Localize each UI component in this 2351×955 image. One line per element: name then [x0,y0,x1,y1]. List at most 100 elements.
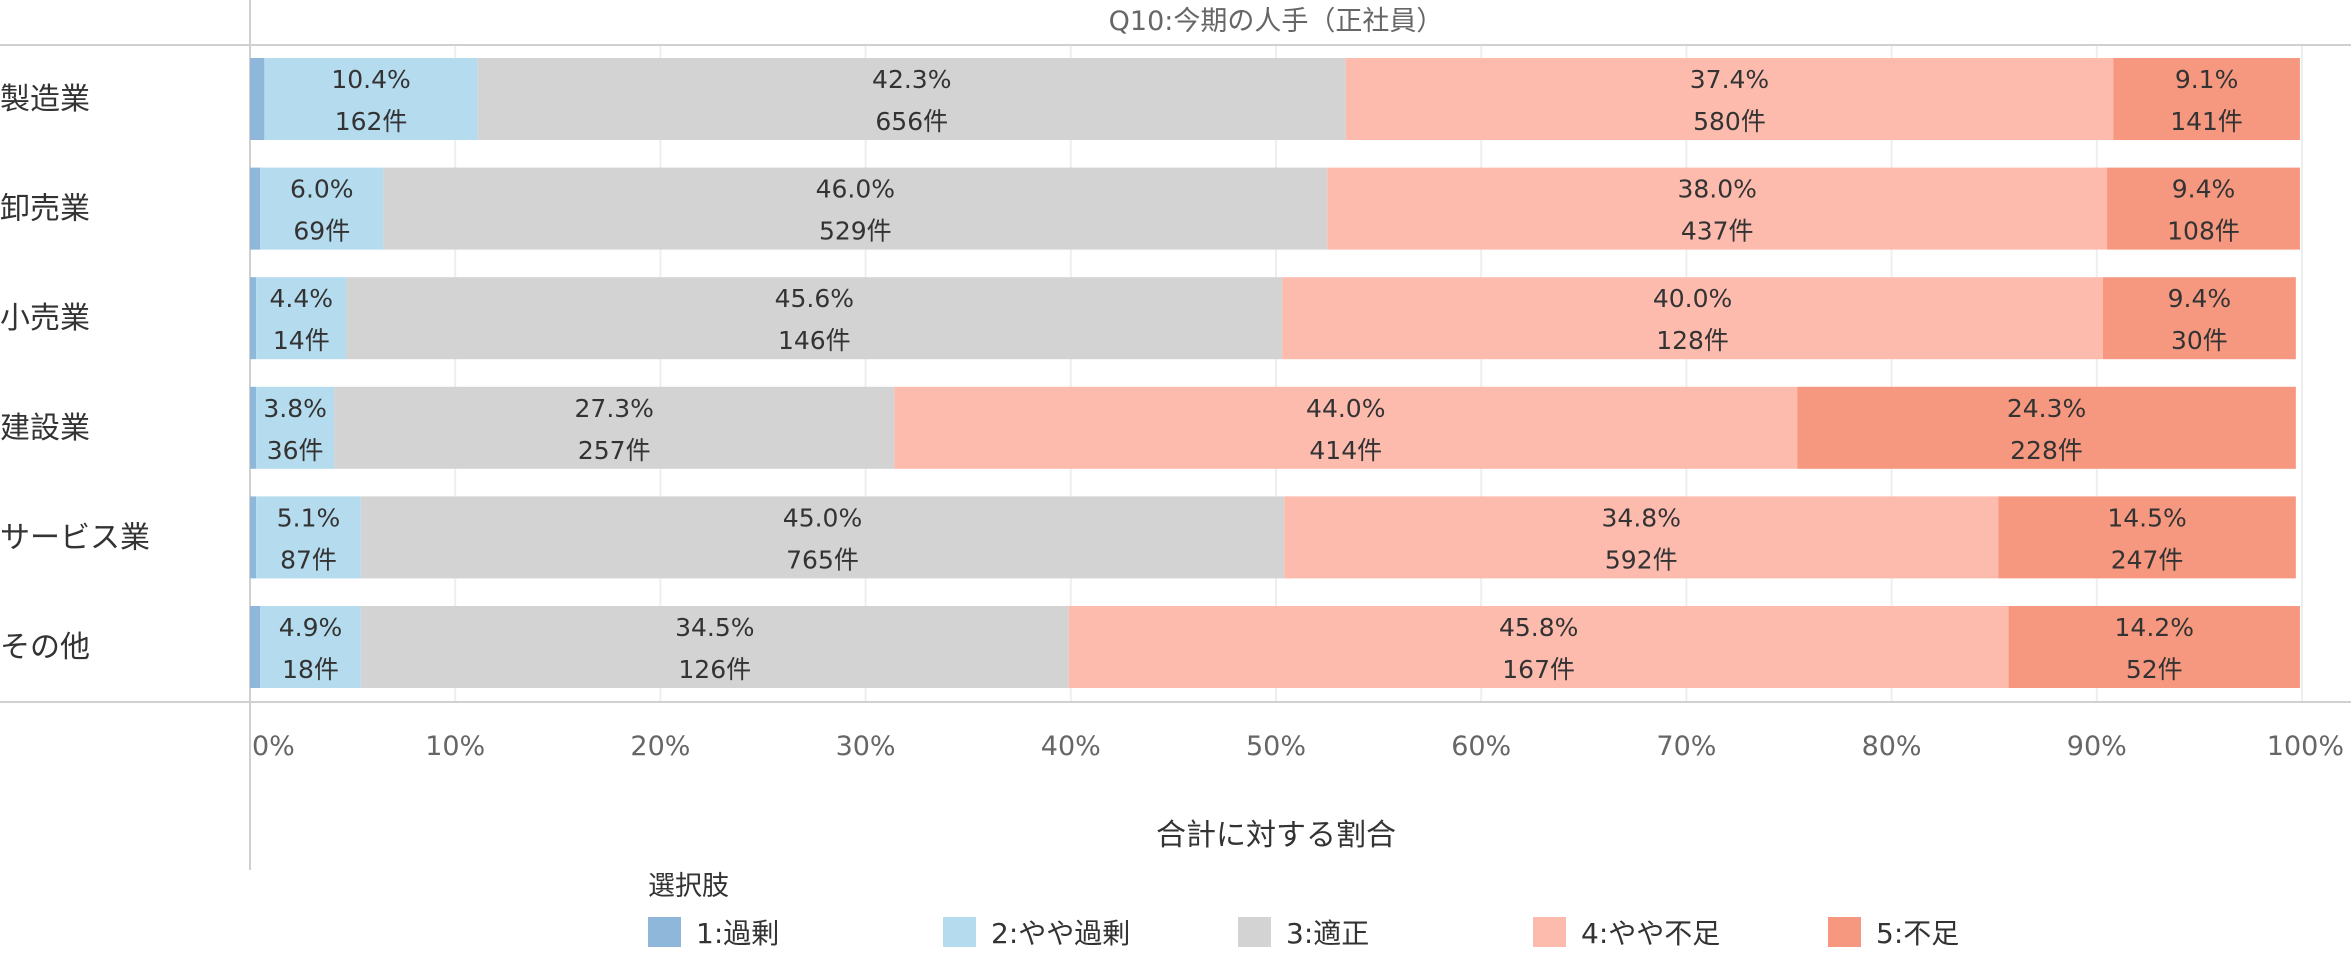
data-label-percent: 45.8% [1499,613,1578,642]
x-tick-label: 0% [252,731,295,762]
data-label-percent: 4.4% [270,284,334,313]
data-label-count: 228件 [2010,436,2083,465]
x-tick-label: 40% [1041,731,1101,762]
data-label-percent: 45.6% [775,284,854,313]
legend-label: 4:やや不足 [1581,917,1721,950]
data-label-count: 14件 [273,326,330,355]
legend-title: 選択肢 [648,871,729,902]
data-label-count: 162件 [335,107,408,136]
bar-segment [383,167,1328,250]
bar-segment [1327,167,2108,250]
x-tick-label: 90% [2067,731,2127,762]
x-axis-label: 合計に対する割合 [1156,818,1396,853]
data-label-count: 257件 [578,436,651,465]
chart-title: Q10:今期の人手（正社員） [1109,6,1444,37]
legend-item: 3:適正 [1238,912,1533,950]
data-label-count: 18件 [282,655,339,684]
data-label-percent: 9.4% [2172,175,2236,204]
legend: 選択肢 1:過剰 2:やや過剰 3:適正 4:やや不足 5:不足 [648,864,2048,955]
data-label-percent: 38.0% [1677,175,1756,204]
gridlines [249,0,2303,870]
bar-segment [250,277,257,360]
bar-segment [260,606,361,688]
data-label-percent: 34.5% [675,613,754,642]
data-label-percent: 27.3% [575,394,654,423]
bar-segment [2107,167,2300,250]
data-label-percent: 9.4% [2168,284,2232,313]
data-label-percent: 6.0% [290,175,354,204]
bar-segment [1284,496,1999,579]
bar-segment [894,386,1798,469]
data-label-percent: 40.0% [1653,284,1732,313]
legend-swatch [648,917,681,947]
bar-segment [2102,277,2296,360]
legend-swatch [1828,917,1861,947]
data-label-count: 69件 [293,217,350,246]
bar-segment [1345,58,2114,140]
data-label-percent: 4.9% [279,613,343,642]
bar-segment [2113,58,2300,140]
bar-segment [334,386,895,469]
legend-item: 4:やや不足 [1533,912,1828,950]
data-label-count: 128件 [1656,326,1729,355]
data-label-percent: 45.0% [783,503,862,532]
bar-segment [346,277,1283,360]
data-label-count: 167件 [1502,655,1575,684]
category-label: その他 [0,630,90,665]
bar-segment [256,496,361,579]
data-label-count: 529件 [819,217,892,246]
category-label: 小売業 [0,301,90,336]
bar-segment [2008,606,2300,688]
data-label-count: 146件 [778,326,851,355]
data-label-count: 87件 [280,545,337,574]
data-label-percent: 14.5% [2107,503,2186,532]
data-label-count: 126件 [678,655,751,684]
bar-segment [477,58,1346,140]
data-label-percent: 9.1% [2175,65,2239,94]
x-tick-label: 30% [836,731,896,762]
bar-segment [1282,277,2103,360]
data-label-count: 437件 [1681,217,1754,246]
bar-segment [264,58,478,140]
data-label-percent: 42.3% [872,65,951,94]
bars: 10.4% 162件 42.3% 656件 37.4% 580件 9.1% 141件 6.0% 6… [250,58,2300,688]
bar-segment [1068,606,2009,688]
category-label: 卸売業 [0,192,90,227]
data-label-count: 656件 [875,107,948,136]
category-label: 製造業 [0,82,90,117]
legend-label: 3:適正 [1286,917,1370,950]
data-label-percent: 10.4% [331,65,410,94]
bar-segment [256,386,335,469]
x-tick-label: 10% [425,731,485,762]
bar-segment [250,606,261,688]
bar-segment [250,496,257,579]
data-label-count: 580件 [1693,107,1766,136]
x-tick-label: 70% [1656,731,1716,762]
legend-items: 1:過剰 2:やや過剰 3:適正 4:やや不足 5:不足 [648,912,2028,950]
bar-segment [360,606,1069,688]
bar-segment [250,167,261,250]
data-label-percent: 37.4% [1690,65,1769,94]
data-label-count: 36件 [267,436,324,465]
data-label-percent: 46.0% [816,175,895,204]
data-label-count: 414件 [1309,436,1382,465]
legend-swatch [1238,917,1271,947]
data-label-count: 141件 [2170,107,2243,136]
x-tick-label: 20% [630,731,690,762]
x-tick-label: 80% [1862,731,1922,762]
category-label: 建設業 [0,411,90,446]
legend-label: 5:不足 [1876,917,1960,950]
data-label-percent: 3.8% [263,394,327,423]
data-label-percent: 24.3% [2007,394,2086,423]
data-label-count: 108件 [2167,217,2240,246]
data-label-count: 30件 [2171,326,2228,355]
data-label-percent: 5.1% [277,503,341,532]
bar-segment [1797,386,2296,469]
legend-swatch [943,917,976,947]
legend-swatch [1533,917,1566,947]
data-label-count: 592件 [1605,545,1678,574]
bar-segment [250,58,265,140]
legend-label: 1:過剰 [696,917,780,950]
bar-segment [1998,496,2296,579]
